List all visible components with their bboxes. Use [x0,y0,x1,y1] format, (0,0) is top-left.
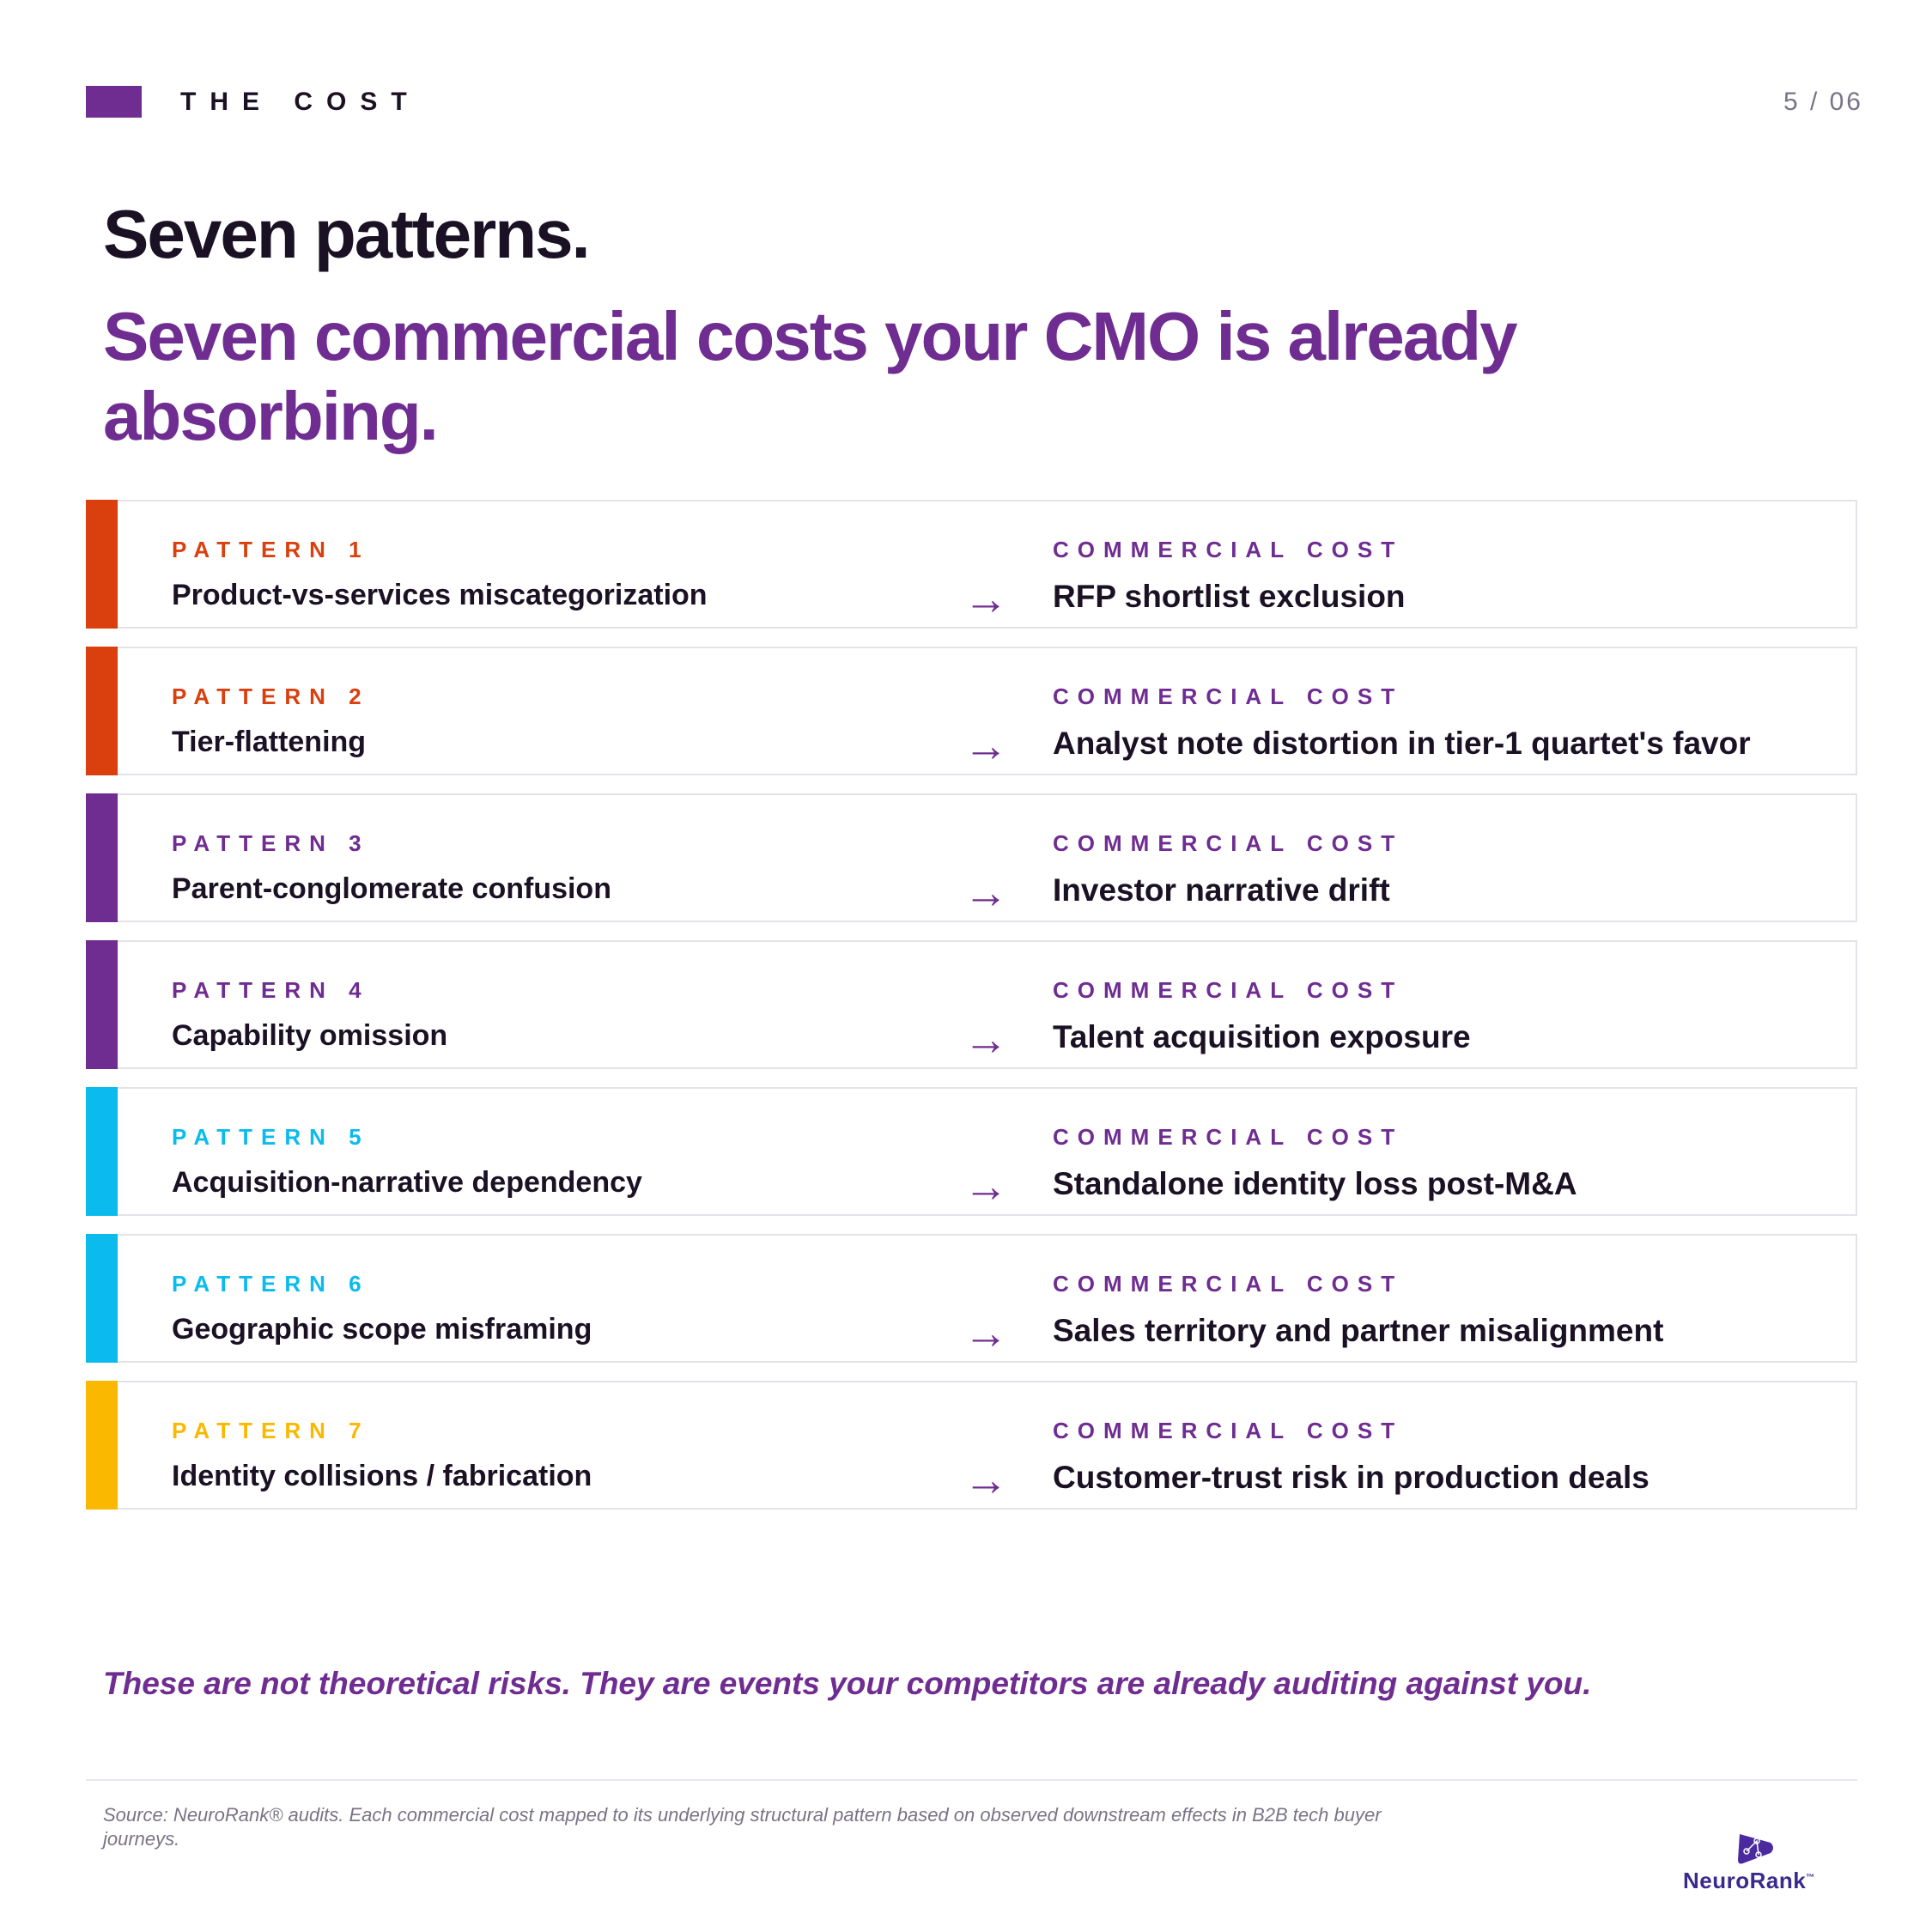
pattern-name: Capability omission [172,1019,448,1052]
cost-label: COMMERCIAL COST [1053,977,1404,1003]
pattern-row: PATTERN 7 Identity collisions / fabricat… [86,1381,1857,1510]
source-note: Source: NeuroRank® audits. Each commerci… [103,1804,1382,1850]
pattern-color-bar [86,1087,118,1216]
pattern-row: PATTERN 6 Geographic scope misframing → … [86,1234,1857,1363]
pattern-color-bar [86,940,118,1069]
pattern-color-bar [86,1381,118,1510]
pattern-name: Identity collisions / fabrication [172,1460,592,1492]
pattern-label: PATTERN 6 [172,1271,370,1297]
cost-name: Analyst note distortion in tier-1 quarte… [1053,726,1751,761]
page-title: Seven patterns. [103,196,591,272]
pattern-name: Geographic scope misframing [172,1313,592,1346]
cost-name: Talent acquisition exposure [1053,1019,1471,1054]
pattern-color-bar [86,793,118,922]
page-number: 5 / 06 [1783,88,1863,116]
cost-name: RFP shortlist exclusion [1053,579,1406,614]
header: THE COST 5 / 06 [86,86,1863,120]
brand-wordmark: NeuroRank™ [1683,1868,1815,1893]
arrow-icon: → [963,721,1008,771]
section-swatch [86,86,142,118]
pattern-color-bar [86,647,118,775]
cost-label: COMMERCIAL COST [1053,830,1404,856]
pattern-name: Parent-conglomerate confusion [172,872,611,905]
pattern-row: PATTERN 4 Capability omission → COMMERCI… [86,940,1857,1069]
arrow-icon: → [963,1309,1008,1358]
pattern-color-bar [86,1234,118,1363]
cost-label: COMMERCIAL COST [1053,1271,1404,1297]
arrow-icon: → [963,574,1008,624]
cost-label: COMMERCIAL COST [1053,683,1404,709]
pattern-row: PATTERN 2 Tier-flattening → COMMERCIAL C… [86,647,1857,775]
pattern-label: PATTERN 4 [172,977,370,1003]
pattern-label: PATTERN 3 [172,830,370,856]
pattern-label: PATTERN 5 [172,1124,370,1150]
cost-name: Customer-trust risk in production deals [1053,1460,1649,1495]
pattern-name: Acquisition-narrative dependency [172,1166,642,1199]
brand-logo: NeuroRank™ [1683,1829,1833,1893]
footer-divider [86,1779,1857,1781]
neurorank-logo-icon [1738,1834,1773,1864]
pattern-row: PATTERN 5 Acquisition-narrative dependen… [86,1087,1857,1216]
arrow-icon: → [963,1455,1008,1505]
cost-name: Investor narrative drift [1053,872,1390,908]
tagline: These are not theoretical risks. They ar… [103,1666,1592,1701]
cost-name: Standalone identity loss post-M&A [1053,1166,1577,1201]
pattern-name: Tier-flattening [172,726,367,758]
pattern-label: PATTERN 1 [172,537,370,562]
arrow-icon: → [963,868,1008,918]
cost-name: Sales territory and partner misalignment [1053,1313,1664,1348]
pattern-list: PATTERN 1 Product-vs-services miscategor… [86,500,1857,1528]
pattern-label: PATTERN 7 [172,1418,370,1443]
pattern-row: PATTERN 1 Product-vs-services miscategor… [86,500,1857,629]
cost-label: COMMERCIAL COST [1053,1124,1404,1150]
arrow-icon: → [963,1162,1008,1212]
page-subtitle: Seven commercial costs your CMO is alrea… [103,298,1518,454]
section-kicker: THE COST [180,88,421,116]
cost-label: COMMERCIAL COST [1053,537,1404,562]
pattern-name: Product-vs-services miscategorization [172,579,708,611]
pattern-label: PATTERN 2 [172,683,370,709]
cost-label: COMMERCIAL COST [1053,1418,1404,1443]
pattern-row: PATTERN 3 Parent-conglomerate confusion … [86,793,1857,922]
arrow-icon: → [963,1015,1008,1065]
pattern-color-bar [86,500,118,629]
